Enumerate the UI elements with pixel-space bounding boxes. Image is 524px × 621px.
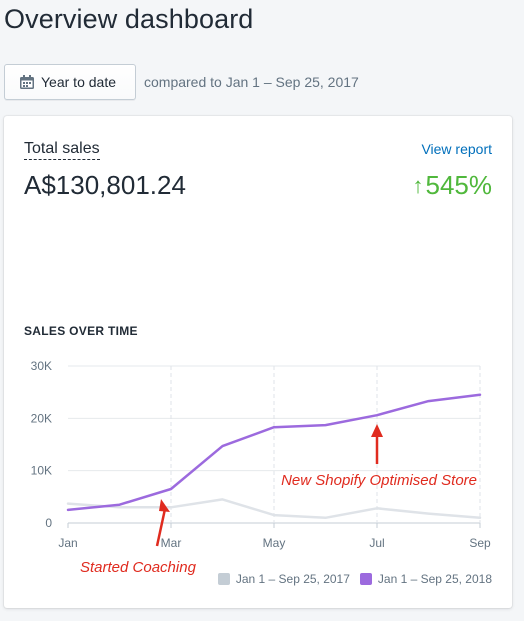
comparison-text: compared to Jan 1 – Sep 25, 2017 (144, 74, 359, 90)
view-report-link[interactable]: View report (421, 141, 492, 157)
annotation-new-store: New Shopify Optimised Store (281, 472, 477, 489)
x-tick-label: Jul (369, 536, 384, 550)
page-title: Overview dashboard (4, 4, 254, 34)
series-line-2017 (66, 498, 482, 520)
legend-item: Jan 1 – Sep 25, 2017 (217, 572, 350, 586)
metric-change: ↑ 545% (413, 170, 493, 201)
annotation-arrow (155, 508, 167, 547)
chart-legend: Jan 1 – Sep 25, 2017 Jan 1 – Sep 25, 2018 (208, 572, 492, 586)
y-tick-label: 10K (31, 464, 52, 478)
chart-section-title: SALES OVER TIME (24, 324, 138, 338)
sales-over-time-chart: 0 10K 20K 30K Jan Mar May Jul Sep Started Coachin… (31, 359, 491, 576)
metric-value: A$130,801.24 (24, 170, 186, 200)
series-line-2018 (66, 393, 482, 512)
x-tick-label: Sep (469, 536, 491, 550)
metric-label[interactable]: Total sales (24, 140, 100, 160)
y-tick-label: 0 (45, 516, 52, 530)
arrow-up-icon: ↑ (412, 172, 424, 198)
x-tick-label: May (263, 536, 286, 550)
legend-item: Jan 1 – Sep 25, 2018 (359, 572, 492, 586)
y-tick-label: 20K (31, 411, 52, 425)
annotation-arrowhead (159, 499, 170, 512)
change-percent: 545% (425, 170, 493, 200)
calendar-icon (19, 74, 35, 90)
legend-swatch (217, 573, 230, 585)
date-range-button[interactable]: Year to date (4, 64, 136, 100)
x-tick-label: Jan (58, 536, 77, 550)
annotation-started-coaching: Started Coaching (80, 559, 197, 576)
annotation-arrowhead (371, 424, 383, 437)
legend-label: Jan 1 – Sep 25, 2017 (235, 572, 350, 586)
total-sales-card: Total sales View report A$130,801.24 ↑ 5… (4, 116, 512, 608)
legend-label: Jan 1 – Sep 25, 2018 (377, 572, 492, 586)
date-range-label: Year to date (41, 74, 116, 90)
x-tick-label: Mar (161, 536, 182, 550)
legend-swatch (359, 573, 372, 585)
y-tick-label: 30K (31, 359, 52, 373)
